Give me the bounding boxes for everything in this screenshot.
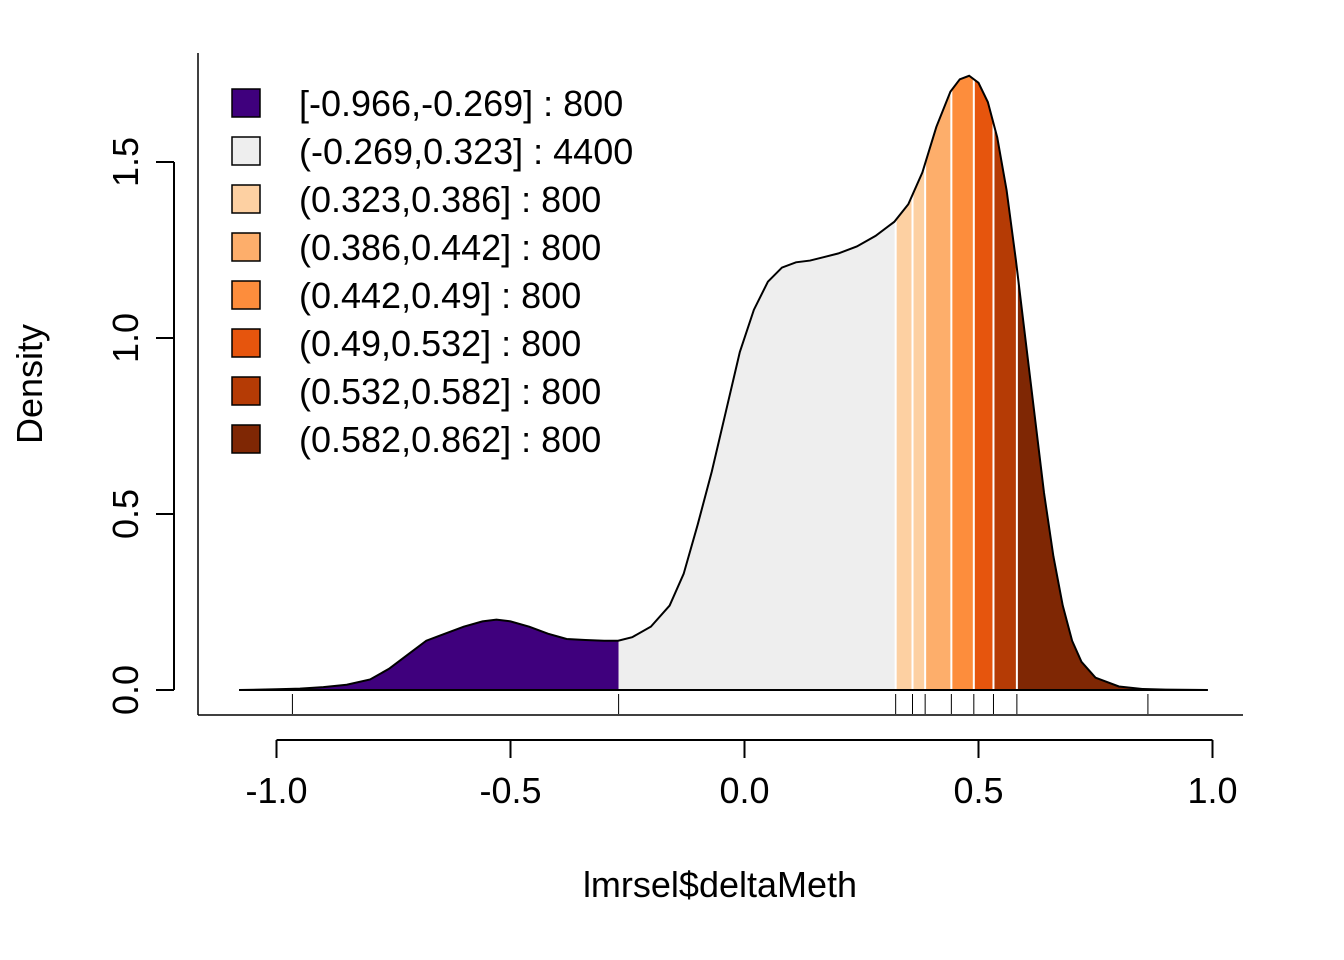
legend-label: (0.442,0.49] : 800	[299, 275, 581, 316]
legend-label: (0.582,0.862] : 800	[299, 419, 601, 460]
rug-ticks	[291, 694, 1149, 714]
y-tick-label: 1.0	[105, 313, 146, 363]
y-tick-label: 0.5	[105, 489, 146, 539]
density-band-1	[239, 619, 619, 690]
band-dividers	[894, 79, 1018, 690]
legend-label: (-0.269,0.323] : 4400	[299, 131, 633, 172]
legend-swatch	[231, 424, 261, 454]
density-band-6	[973, 79, 994, 690]
legend-swatch	[231, 184, 261, 214]
legend-swatch	[231, 232, 261, 262]
x-axis-label: lmrsel$deltaMeth	[583, 864, 857, 905]
density-band-7	[993, 123, 1017, 690]
density-band-3	[895, 163, 926, 690]
legend-label: [-0.966,-0.269] : 800	[299, 83, 623, 124]
y-tick-label: 0.0	[105, 665, 146, 715]
x-tick-label: -0.5	[479, 770, 541, 811]
y-axis-label: Density	[9, 324, 50, 444]
x-tick-label: 0.0	[719, 770, 769, 811]
density-band-5	[951, 75, 974, 690]
legend-swatch	[231, 136, 261, 166]
legend-label: (0.323,0.386] : 800	[299, 179, 601, 220]
legend-swatch	[231, 328, 261, 358]
x-tick-label: 1.0	[1187, 770, 1237, 811]
x-tick-label: 0.5	[953, 770, 1003, 811]
x-tick-label: -1.0	[245, 770, 307, 811]
legend-label: (0.386,0.442] : 800	[299, 227, 601, 268]
legend-swatch	[231, 88, 261, 118]
legend-label: (0.532,0.582] : 800	[299, 371, 601, 412]
legend-swatch	[231, 376, 261, 406]
density-curve	[239, 74, 1208, 691]
density-band-2	[618, 220, 896, 690]
legend-swatch	[231, 280, 261, 310]
density-band-8	[1016, 268, 1208, 690]
legend-label: (0.49,0.532] : 800	[299, 323, 581, 364]
axes: -1.0 -0.5 0.0 0.5 1.0 0.0 0.5 1.0 1.5	[105, 53, 1243, 811]
density-band-4	[925, 90, 952, 691]
y-tick-label: 1.5	[105, 137, 146, 187]
density-bands	[239, 75, 1208, 691]
legend: [-0.966,-0.269] : 800 (-0.269,0.323] : 44…	[231, 83, 633, 460]
